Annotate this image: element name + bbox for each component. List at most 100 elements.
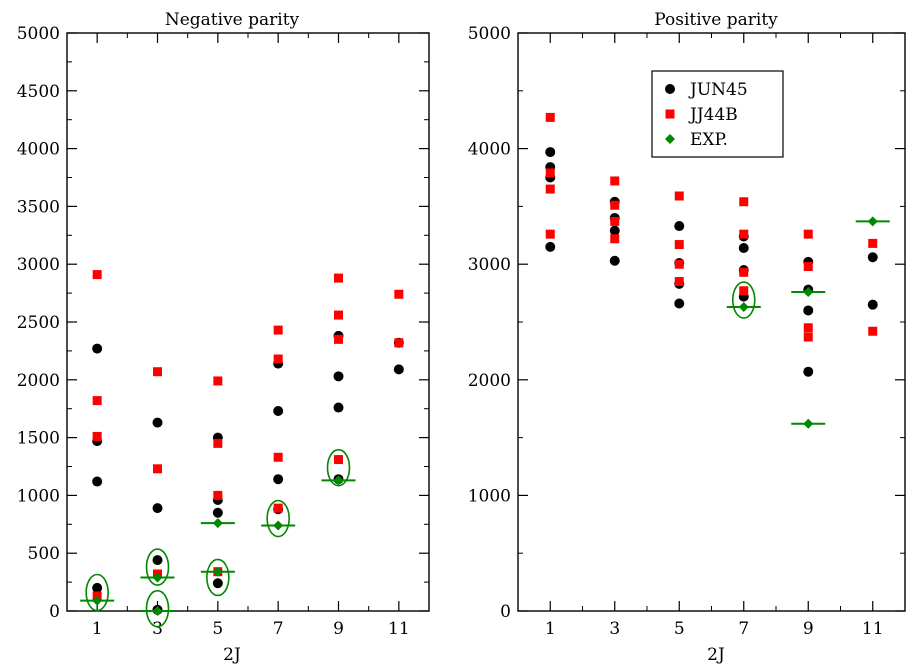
data-point-jj44b: [739, 197, 749, 207]
data-point-jj44b: [674, 191, 684, 201]
highlight-ellipse: [326, 448, 351, 487]
data-point-exp: [803, 418, 814, 429]
data-point-jj44b: [334, 310, 343, 320]
data-point-jj44b: [394, 338, 404, 348]
x-tick-label: 5: [674, 619, 685, 639]
data-point-jun45: [333, 402, 344, 413]
data-point-jj44b: [545, 112, 555, 122]
y-tick-label: 1000: [17, 486, 60, 506]
data-point-jj44b: [545, 184, 555, 194]
data-point-jun45: [152, 555, 163, 566]
data-point-jun45: [273, 474, 284, 485]
y-tick-label: 2500: [17, 313, 60, 333]
data-point-jj44b: [610, 234, 620, 244]
data-point-jun45: [152, 503, 163, 514]
data-point-jj44b: [273, 325, 283, 335]
y-tick-label: 4000: [17, 140, 60, 160]
data-point-jj44b: [674, 259, 684, 269]
highlight-ellipse: [266, 499, 290, 538]
highlight-ellipse: [206, 558, 230, 597]
data-point-jj44b: [610, 216, 620, 226]
y-tick-label: 0: [49, 602, 60, 622]
data-point-jun45: [803, 366, 814, 377]
x-tick-label: 5: [212, 619, 223, 639]
legend-label: EXP.: [690, 130, 728, 150]
highlight-ellipse: [145, 548, 170, 586]
plot-frame: [66, 32, 430, 612]
data-point-exp: [273, 520, 284, 531]
y-tick-label: 3500: [17, 197, 60, 217]
legend-marker-square: [665, 109, 675, 119]
data-point-jun45: [674, 221, 685, 232]
data-point-jj44b: [610, 176, 620, 186]
data-point-jun45: [333, 371, 344, 382]
data-point-exp: [738, 301, 749, 312]
data-point-jj44b: [674, 240, 684, 250]
data-point-jj44b: [868, 238, 878, 248]
data-point-exp: [212, 566, 223, 577]
x-axis-title: 2J: [707, 645, 725, 665]
data-point-jun45: [92, 476, 103, 487]
data-point-jj44b: [334, 455, 343, 465]
data-point-jun45: [92, 582, 103, 593]
y-tick-label: 5000: [468, 24, 511, 44]
data-point-jj44b: [273, 452, 283, 462]
x-tick-label: 7: [738, 619, 749, 639]
data-point-jun45: [92, 343, 103, 354]
data-point-jun45: [212, 578, 223, 589]
data-point-jj44b: [610, 200, 620, 210]
data-point-jj44b: [803, 229, 813, 239]
data-point-exp: [803, 286, 814, 297]
data-point-exp: [333, 475, 344, 486]
data-point-exp: [152, 606, 163, 616]
legend-label: JJ44B: [688, 105, 738, 125]
data-point-jj44b: [803, 323, 813, 333]
highlight-ellipse: [145, 589, 170, 628]
y-tick-label: 1000: [468, 486, 511, 506]
data-point-exp: [152, 572, 163, 583]
data-point-jj44b: [334, 273, 343, 283]
data-point-jj44b: [92, 270, 102, 280]
legend: JUN45 JJ44B EXP.: [651, 70, 784, 158]
data-point-jj44b: [213, 438, 223, 448]
x-tick-label: 7: [273, 619, 284, 639]
data-point-jun45: [152, 417, 163, 428]
data-point-jj44b: [213, 376, 223, 386]
data-point-jun45: [545, 241, 556, 252]
data-point-jj44b: [273, 503, 283, 513]
x-tick-label: 1: [545, 619, 556, 639]
y-tick-label: 4000: [468, 140, 511, 160]
x-tick-label: 1: [92, 619, 103, 639]
x-tick-label: 9: [803, 619, 814, 639]
data-point-jj44b: [545, 168, 555, 178]
y-tick-label: 500: [28, 544, 60, 564]
data-point-jj44b: [153, 464, 162, 474]
data-point-exp: [212, 518, 223, 529]
data-point-jj44b: [394, 289, 404, 299]
data-point-jun45: [609, 225, 620, 236]
x-tick-label: 9: [333, 619, 344, 639]
data-point-jun45: [803, 305, 814, 316]
y-tick-label: 3000: [17, 255, 60, 275]
data-point-jun45: [867, 252, 878, 263]
data-point-jun45: [273, 406, 284, 417]
data-point-jj44b: [545, 229, 555, 239]
data-point-jj44b: [739, 229, 749, 239]
y-tick-label: 5000: [17, 24, 60, 44]
y-tick-label: 1500: [17, 429, 60, 449]
legend-marker-circle: [665, 84, 675, 94]
panel-title: Positive parity: [654, 10, 778, 30]
data-point-exp: [92, 595, 103, 606]
data-point-jun45: [738, 243, 749, 254]
data-point-jun45: [212, 507, 223, 518]
data-point-jj44b: [334, 334, 343, 344]
x-tick-label: 11: [862, 619, 884, 639]
y-tick-label: 2000: [17, 371, 60, 391]
data-point-jj44b: [674, 277, 684, 287]
data-point-jun45: [609, 255, 620, 266]
panel-negative-parity: Negative parity 2J 0 500 1000 1500 2000 2500 3…: [17, 10, 430, 665]
legend-marker-diamond: [665, 134, 675, 144]
data-point-jj44b: [803, 262, 813, 272]
